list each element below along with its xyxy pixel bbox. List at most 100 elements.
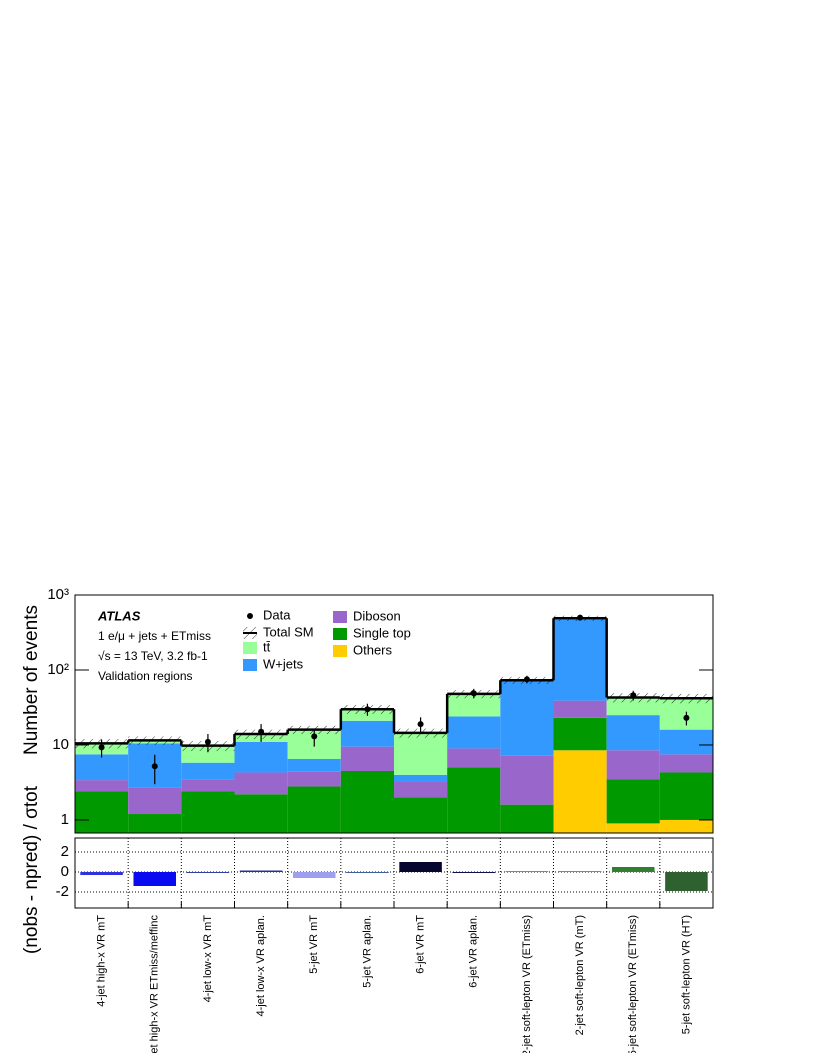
legend-label: Diboson <box>353 608 401 623</box>
legend-marker <box>247 613 253 619</box>
ratio-bar <box>240 871 283 873</box>
bar-segment <box>394 781 447 797</box>
bar-segment <box>500 805 553 833</box>
x-tick-label: 6-jet VR aplan. <box>468 915 480 988</box>
x-tick-label: 6-jet VR mT <box>414 915 426 974</box>
bar-segment <box>181 791 234 833</box>
bar-segment <box>660 820 713 833</box>
x-tick-label: 4-jet high-x VR ETmiss/meffinc <box>149 915 161 1053</box>
x-tick-label: 5-jet VR mT <box>308 915 320 974</box>
bar-segment <box>394 733 447 775</box>
atlas-label: ATLAS <box>97 608 141 623</box>
x-tick-label: 5-jet soft-lepton VR (ETmiss) <box>627 915 639 1053</box>
bar-segment <box>500 681 553 756</box>
data-point <box>683 715 689 721</box>
bar-segment <box>75 780 128 791</box>
bar-segment <box>607 715 660 750</box>
bar-segment <box>554 718 607 750</box>
bar-segment <box>500 756 553 805</box>
legend-label: tt̄ <box>263 639 271 654</box>
legend-swatch <box>333 611 347 623</box>
ratio-bar <box>399 862 442 872</box>
bar-segment <box>75 791 128 833</box>
bar-segment <box>660 730 713 755</box>
data-point <box>152 763 158 769</box>
y-tick-label: 10³ <box>47 586 69 603</box>
ratio-bar <box>559 871 602 872</box>
bar-segment <box>181 779 234 791</box>
data-point <box>311 733 317 739</box>
legend-swatch <box>243 659 257 671</box>
ratio-bar <box>612 867 655 872</box>
ratio-bar <box>665 872 708 891</box>
bar-segment <box>607 750 660 779</box>
bar-segment <box>607 779 660 823</box>
ratio-bar <box>187 872 230 873</box>
x-tick-label: 4-jet high-x VR mT <box>95 915 107 1007</box>
data-point <box>258 729 264 735</box>
y-tick-label: 1 <box>61 811 69 828</box>
bar-segment <box>341 771 394 833</box>
bar-segment <box>447 768 500 833</box>
bar-segment <box>554 620 607 701</box>
bar-segment <box>288 786 341 833</box>
bar-segment <box>394 775 447 781</box>
data-point <box>524 676 530 682</box>
y-axis-label: Number of events <box>21 605 42 755</box>
x-tick-label: 4-jet low-x VR mT <box>202 915 214 1003</box>
data-point <box>577 615 583 621</box>
ratio-bar <box>133 872 176 886</box>
data-point <box>99 744 105 750</box>
ratio-bar <box>293 872 336 878</box>
legend-label: Data <box>263 607 291 622</box>
bar-segment <box>181 763 234 779</box>
annotation: Validation regions <box>98 669 193 683</box>
x-tick-label: 5-jet VR aplan. <box>361 915 373 988</box>
bar-segment <box>341 721 394 747</box>
data-point <box>630 692 636 698</box>
bar-segment <box>660 754 713 772</box>
ratio-bar <box>506 871 549 872</box>
bar-segment <box>288 772 341 787</box>
y-tick-label: 10 <box>52 736 69 753</box>
data-point <box>205 739 211 745</box>
legend-swatch <box>333 645 347 657</box>
data-point <box>364 706 370 712</box>
legend-label: Total SM <box>263 624 314 639</box>
legend-swatch <box>243 642 257 654</box>
legend-label: Single top <box>353 625 411 640</box>
bar-segment <box>235 794 288 833</box>
ratio-y-label: (nobs - npred) / σtot <box>21 785 42 954</box>
annotation: 1 e/μ + jets + ETmiss <box>98 629 211 643</box>
x-tick-label: 2-jet soft-lepton VR (ETmiss) <box>521 915 533 1053</box>
y-tick-label: 2 <box>61 843 69 860</box>
y-tick-label: 0 <box>61 863 69 880</box>
data-point <box>471 690 477 696</box>
x-tick-label: 4-jet low-x VR aplan. <box>255 915 267 1017</box>
bar-segment <box>75 754 128 780</box>
bar-segment <box>128 788 181 814</box>
ratio-bar <box>452 872 495 873</box>
legend-label: Others <box>353 642 393 657</box>
bar-segment <box>447 748 500 767</box>
y-tick-label: -2 <box>56 883 69 900</box>
legend-label: W+jets <box>263 656 304 671</box>
bar-segment <box>341 747 394 771</box>
bar-segment <box>554 750 607 833</box>
annotation: √s = 13 TeV, 3.2 fb-1 <box>98 649 208 663</box>
bar-segment <box>394 797 447 833</box>
bar-segment <box>235 742 288 773</box>
legend-swatch <box>333 628 347 640</box>
ratio-bar <box>80 872 123 875</box>
ratio-bar <box>346 872 389 873</box>
bar-segment <box>288 759 341 772</box>
bar-segment <box>447 716 500 748</box>
x-tick-label: 5-jet soft-lepton VR (HT) <box>680 915 692 1034</box>
bar-segment <box>235 772 288 794</box>
x-tick-label: 2-jet soft-lepton VR (mT) <box>574 915 586 1035</box>
bar-segment <box>128 814 181 833</box>
bar-segment <box>660 772 713 820</box>
bar-segment <box>607 823 660 833</box>
bar-segment <box>554 701 607 718</box>
